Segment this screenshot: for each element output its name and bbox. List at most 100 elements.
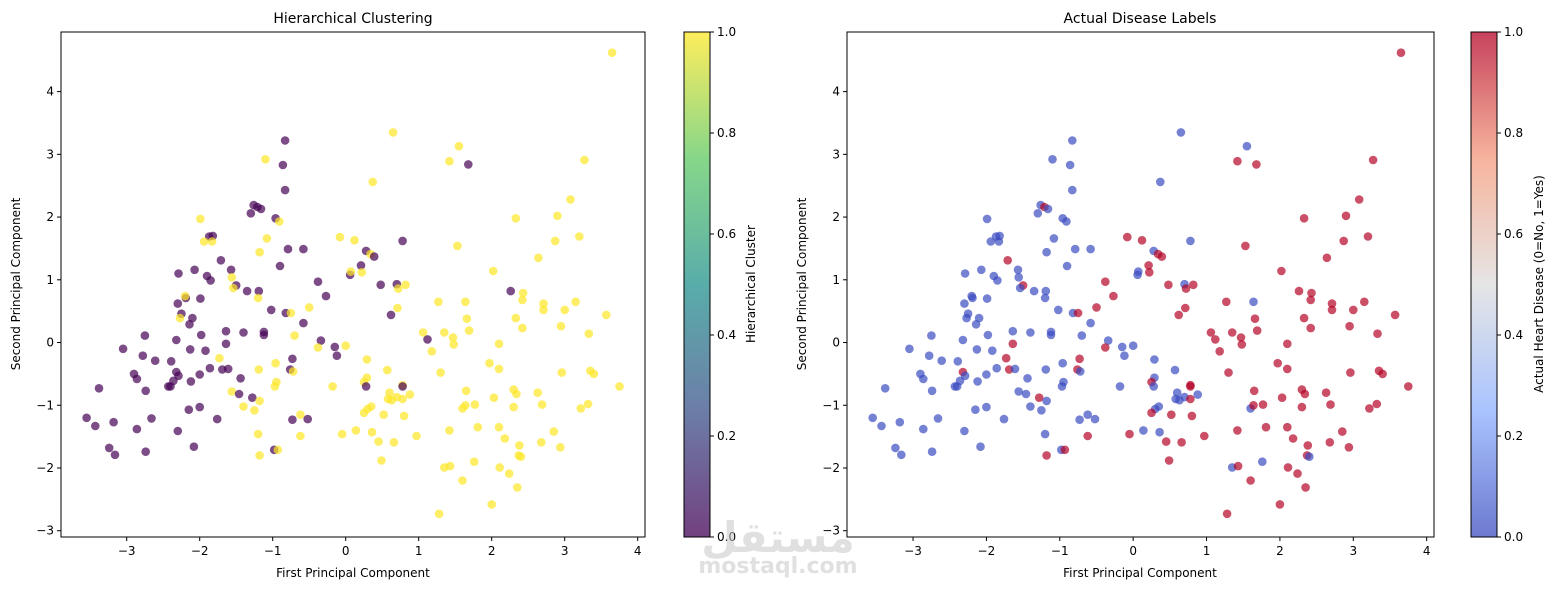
data-point (880, 384, 890, 393)
x-tick-label: 3 (561, 544, 569, 558)
data-point (350, 236, 359, 245)
data-point (356, 261, 366, 270)
x-axis-ticks: −3 −2 −1 0 1 2 3 4 (118, 537, 642, 558)
data-point (398, 382, 407, 391)
data-point (239, 328, 248, 337)
data-point (919, 374, 928, 384)
data-point (367, 402, 376, 411)
data-point (553, 211, 562, 221)
data-point (1211, 335, 1220, 344)
data-point (1283, 463, 1293, 472)
data-point (205, 363, 215, 373)
data-point (1372, 399, 1382, 409)
data-point (972, 345, 982, 354)
data-point (389, 438, 399, 447)
data-point (1349, 305, 1358, 315)
data-point (174, 269, 183, 278)
data-point (118, 344, 128, 354)
data-point (1101, 343, 1110, 352)
data-point (271, 358, 280, 368)
colorbar-gradient (1470, 31, 1498, 538)
data-point (255, 396, 264, 406)
data-point (316, 336, 326, 345)
data-point (1083, 410, 1092, 420)
data-point (494, 422, 504, 432)
data-point (575, 232, 584, 241)
data-point (1241, 241, 1250, 251)
data-point (1261, 422, 1271, 432)
chart-title: Hierarchical Clustering (273, 11, 432, 27)
data-point (166, 357, 176, 366)
data-point (464, 326, 474, 335)
data-point (983, 330, 993, 340)
data-point (189, 442, 199, 452)
data-point (495, 463, 505, 472)
data-point (924, 351, 934, 361)
x-tick-label: 0 (1129, 544, 1137, 558)
data-point (226, 265, 236, 275)
data-point (1077, 331, 1087, 340)
colorbar-gradient (683, 31, 711, 538)
data-point (1233, 461, 1243, 471)
data-point (557, 368, 567, 377)
data-point (1233, 156, 1242, 166)
data-point (313, 277, 323, 287)
data-point (994, 237, 1004, 246)
data-point (976, 442, 985, 452)
data-point (958, 335, 968, 345)
data-point (1167, 410, 1176, 420)
data-point (1327, 299, 1337, 308)
data-point (254, 286, 264, 296)
data-point (1277, 266, 1286, 276)
data-point (1189, 280, 1198, 290)
data-point (1227, 328, 1237, 337)
data-point (1300, 389, 1310, 399)
colorbar-tick-label: 0.6 (1504, 227, 1523, 241)
data-point (516, 452, 526, 462)
data-point (1344, 443, 1354, 452)
data-point (1062, 217, 1071, 226)
data-point (550, 236, 560, 246)
data-point (1293, 469, 1302, 478)
data-point (1326, 400, 1335, 409)
data-point (138, 351, 148, 361)
data-point (199, 237, 209, 246)
data-point (986, 237, 996, 246)
data-point (201, 346, 210, 356)
data-point (461, 297, 470, 307)
watermark-latin: mostaql.com (698, 554, 857, 579)
data-point (332, 351, 342, 361)
data-point (1065, 160, 1075, 170)
data-point (967, 291, 976, 301)
data-point (1075, 354, 1084, 364)
data-point (445, 426, 454, 435)
data-point (469, 457, 479, 467)
data-point (1008, 339, 1018, 349)
data-point (132, 374, 142, 384)
x-tick-label: 4 (1423, 544, 1431, 558)
data-point (1139, 426, 1148, 435)
data-point (1396, 48, 1406, 57)
data-point (367, 427, 377, 437)
data-point (212, 414, 222, 424)
data-point (1048, 155, 1057, 164)
data-point (1033, 209, 1043, 218)
data-point (147, 414, 156, 423)
data-point (255, 451, 264, 460)
x-tick-label: −1 (1051, 544, 1069, 558)
data-point (518, 295, 527, 305)
data-point (405, 390, 415, 399)
y-tick-label: −1 (36, 398, 54, 412)
data-point (1003, 255, 1012, 265)
data-point (977, 265, 986, 275)
x-tick-label: 1 (415, 544, 423, 558)
data-point (615, 382, 624, 391)
data-point (190, 265, 199, 275)
x-tick-label: −2 (978, 544, 996, 558)
data-point (877, 421, 886, 431)
data-point (1057, 382, 1067, 391)
data-point (253, 429, 263, 439)
data-point (933, 414, 943, 423)
watermark: مستقل mostaql.com (698, 513, 857, 579)
data-point (454, 141, 464, 151)
